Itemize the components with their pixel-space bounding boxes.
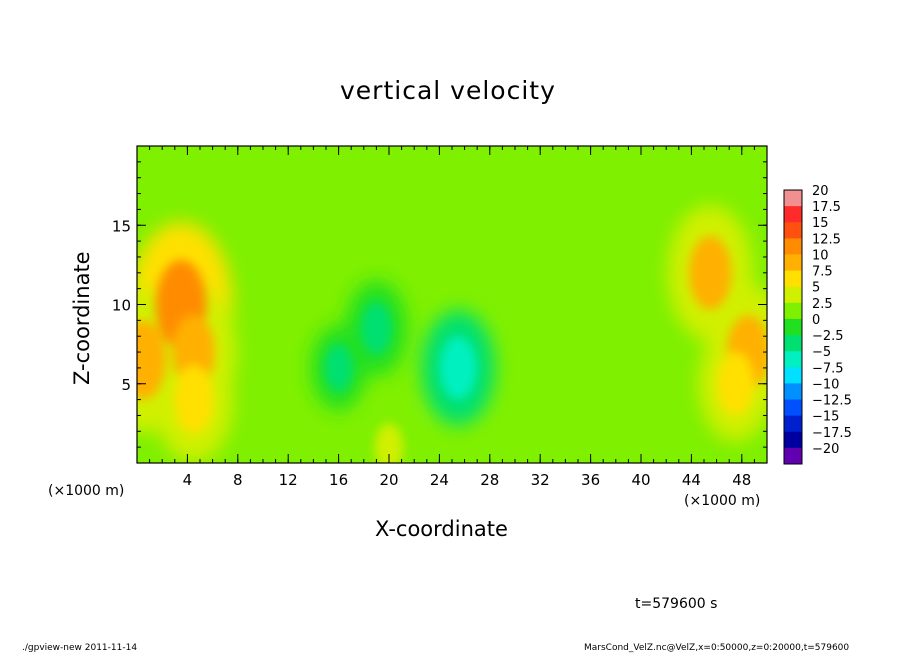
- colorbar-label: 17.5: [812, 200, 841, 215]
- x-unit-label-right: (×1000 m): [684, 493, 761, 509]
- colorbar-label: −2.5: [812, 329, 844, 344]
- colorbar-swatch: [784, 190, 802, 207]
- x-tick-label: 28: [480, 471, 499, 489]
- colorbar-swatch: [784, 254, 802, 271]
- heatmap-feature: [360, 301, 392, 355]
- colorbar-swatch: [784, 286, 802, 304]
- x-tick-label: 4: [183, 471, 193, 489]
- colorbar-label: 12.5: [812, 232, 841, 247]
- footer-right: MarsCond_VelZ.nc@VelZ,x=0:50000,z=0:2000…: [584, 643, 850, 653]
- colorbar-label: 7.5: [812, 265, 833, 280]
- x-tick-label: 20: [379, 471, 398, 489]
- x-axis-label: X-coordinate: [375, 517, 508, 541]
- colorbar-swatch: [784, 383, 802, 400]
- colorbar-label: 5: [812, 281, 820, 296]
- colorbar-swatch: [784, 206, 802, 223]
- x-tick-label: 48: [732, 471, 751, 489]
- colorbar-label: −5: [812, 345, 831, 360]
- y-tick-label: 10: [112, 297, 131, 315]
- colorbar-swatch: [784, 447, 802, 465]
- heatmap-feature: [689, 235, 732, 310]
- x-tick-label: 32: [531, 471, 550, 489]
- colorbar-label: 2.5: [812, 297, 833, 312]
- y-axis-label: Z-coordinate: [70, 251, 94, 385]
- colorbar-label: −15: [812, 410, 839, 425]
- colorbar-label: 0: [812, 313, 820, 328]
- heatmap-feature: [137, 320, 166, 400]
- footer-left: ./gpview-new 2011-11-14: [22, 643, 138, 653]
- colorbar-swatch: [784, 222, 802, 239]
- colorbar-swatch: [784, 270, 802, 288]
- colorbar-label: −17.5: [812, 426, 852, 441]
- x-tick-label: 40: [631, 471, 650, 489]
- colorbar-swatch: [784, 318, 802, 336]
- y-tick-label: 5: [121, 376, 131, 394]
- colorbar-label: 10: [812, 248, 829, 263]
- time-annotation: t=579600 s: [635, 596, 718, 612]
- heatmap-feature: [324, 344, 353, 392]
- x-tick-label: 12: [279, 471, 298, 489]
- x-tick-label: 36: [581, 471, 600, 489]
- heatmap-feature: [717, 352, 754, 416]
- colorbar-swatch: [784, 302, 802, 320]
- colorbar-label: 15: [812, 216, 829, 231]
- colorbar-swatch: [784, 431, 802, 449]
- x-tick-label: 24: [430, 471, 449, 489]
- x-tick-label: 44: [682, 471, 701, 489]
- colorbar-label: 20: [812, 184, 829, 199]
- colorbar-label: −20: [812, 442, 839, 457]
- colorbar-swatch: [784, 367, 802, 384]
- y-tick-label: 15: [112, 217, 131, 235]
- x-tick-label: 16: [329, 471, 348, 489]
- heatmap-feature: [173, 365, 214, 434]
- colorbar-swatch: [784, 335, 802, 352]
- colorbar-label: −10: [812, 377, 839, 392]
- colorbar-swatch: [784, 415, 802, 433]
- colorbar-swatch: [784, 399, 802, 417]
- heatmap-feature: [439, 336, 477, 400]
- colorbar-label: −12.5: [812, 394, 852, 409]
- colorbar-swatch: [784, 351, 802, 368]
- heatmap-feature: [172, 315, 215, 389]
- heatmap-feature: [374, 423, 404, 463]
- x-tick-label: 8: [233, 471, 243, 489]
- colorbar-label: −7.5: [812, 361, 844, 376]
- colorbar-swatch: [784, 238, 802, 255]
- chart-title: vertical velocity: [340, 76, 556, 105]
- x-unit-label-left: (×1000 m): [48, 483, 125, 499]
- colorbar-frame: [783, 189, 803, 465]
